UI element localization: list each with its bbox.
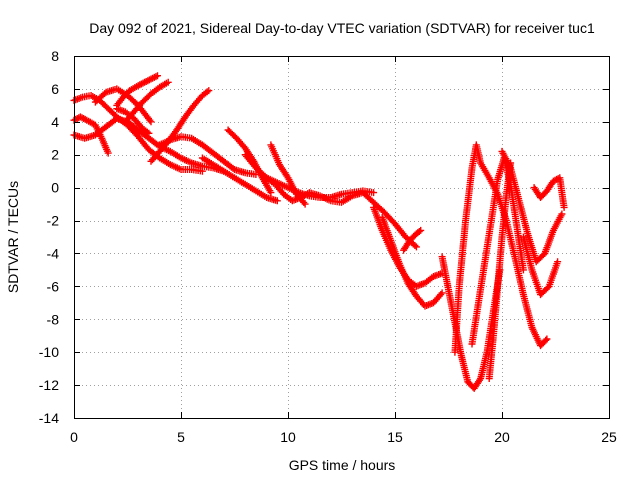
y-tick-label: 0 <box>51 180 59 196</box>
y-tick-label: 4 <box>51 114 59 130</box>
y-axis-label: SDTVAR / TECUs <box>5 181 21 293</box>
y-tick-label: -4 <box>47 245 60 261</box>
y-tick-label: 6 <box>51 81 59 97</box>
x-axis-label: GPS time / hours <box>289 457 396 473</box>
y-tick-label: -12 <box>39 377 59 393</box>
data-points <box>70 72 568 392</box>
x-tick-label: 10 <box>280 429 296 445</box>
series-sat-i <box>156 133 260 178</box>
y-tick-label: 2 <box>51 147 59 163</box>
series-markers <box>147 87 213 165</box>
series-markers <box>267 141 309 208</box>
series-markers <box>156 133 260 178</box>
series-markers <box>400 226 425 254</box>
series-sat-v <box>498 147 566 266</box>
series-sat-p <box>378 213 446 310</box>
y-tick-label: -14 <box>39 410 59 426</box>
series-markers <box>198 154 281 205</box>
y-tick-label: -2 <box>47 213 60 229</box>
series-sat-d <box>91 85 155 126</box>
series-sat-j <box>198 154 281 205</box>
series-sat-g <box>147 87 213 165</box>
series-sat-q <box>400 226 425 254</box>
series-sat-x <box>519 233 562 299</box>
x-tick-label: 25 <box>601 429 617 445</box>
series-markers <box>91 85 155 126</box>
series-sat-s <box>451 141 551 356</box>
series-sat-u <box>485 159 515 382</box>
x-tick-label: 0 <box>70 429 78 445</box>
series-markers <box>468 154 527 348</box>
x-tick-label: 5 <box>177 429 185 445</box>
series-markers <box>498 147 566 266</box>
series-markers <box>113 105 153 137</box>
series-markers <box>530 174 568 211</box>
y-tick-label: -6 <box>47 278 60 294</box>
x-tick-label: 20 <box>494 429 510 445</box>
y-tick-label: -8 <box>47 311 60 327</box>
chart-title: Day 092 of 2021, Sidereal Day-to-day VTE… <box>89 20 595 36</box>
y-tick-label: -10 <box>39 344 59 360</box>
series-markers <box>519 233 562 299</box>
series-markers <box>378 213 446 310</box>
series-sat-t <box>468 154 527 348</box>
series-markers <box>451 141 551 356</box>
series-sat-h <box>113 105 153 137</box>
series-markers <box>485 159 515 382</box>
y-tick-label: 8 <box>51 48 59 64</box>
series-sat-n <box>267 141 309 208</box>
plot-frame <box>74 56 610 419</box>
series-sat-w <box>530 174 568 211</box>
axis-ticks: 0 5 10 15 20 25 -14 -12 -10 -8 -6 -4 -2 0 2 4 6 8 <box>39 48 617 445</box>
x-tick-label: 15 <box>387 429 403 445</box>
